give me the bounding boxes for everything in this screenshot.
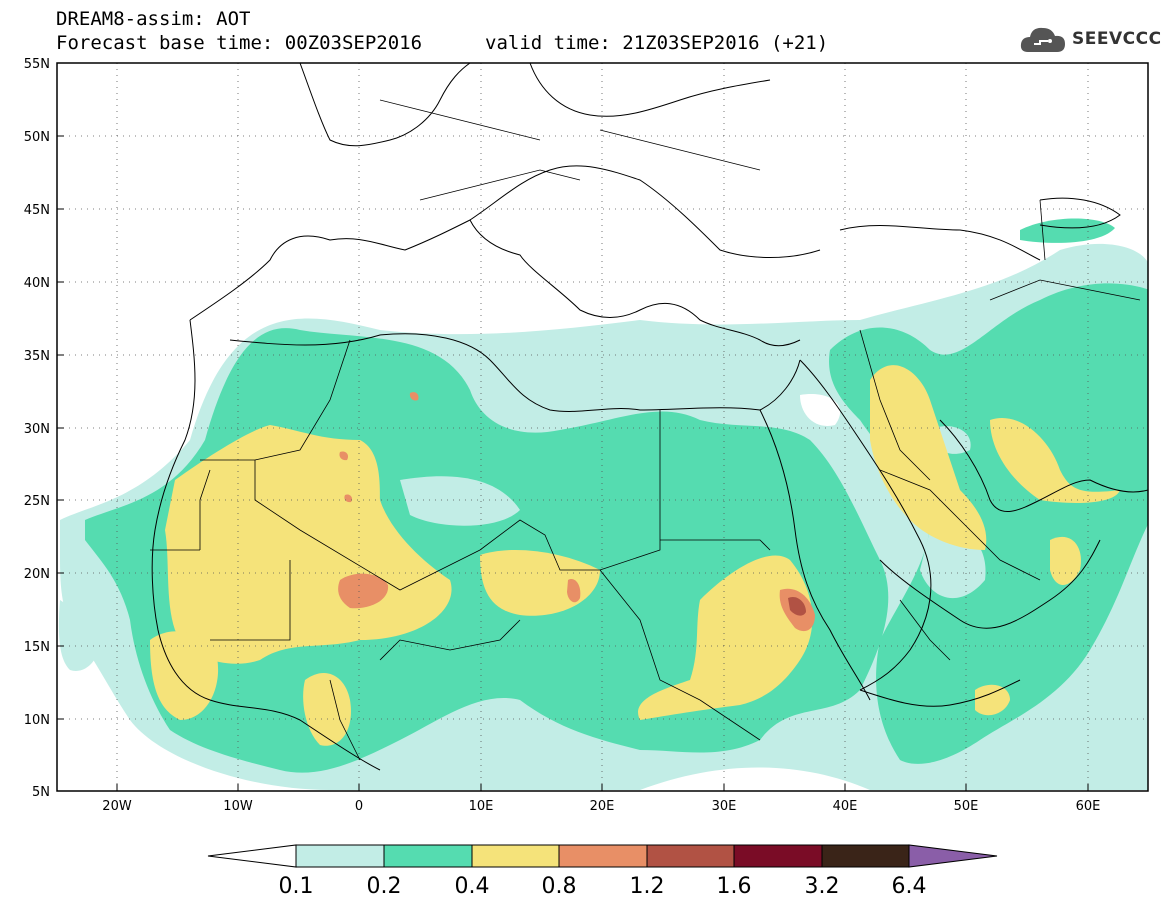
colorbar-swatch (733, 844, 823, 868)
colorbar-label: 0.8 (542, 874, 577, 899)
colorbar-swatch (383, 844, 473, 868)
lon-label: 10E (469, 799, 494, 814)
lat-label: 20N (24, 567, 50, 582)
lat-label: 40N (24, 276, 50, 291)
colorbar-label: 0.1 (279, 874, 314, 899)
lon-label: 30E (712, 799, 737, 814)
lat-label: 35N (24, 349, 50, 364)
seevccc-logo: SEEVCCC (1018, 22, 1162, 56)
colorbar-label: 0.2 (367, 874, 402, 899)
lon-label: 50E (954, 799, 979, 814)
cloud-icon (1020, 27, 1065, 52)
country-borders (150, 99, 1141, 761)
lon-label: 60E (1076, 799, 1101, 814)
lon-label: 0 (355, 799, 363, 814)
colorbar-swatch-low (207, 844, 297, 868)
valid-time: valid time: 21Z03SEP2016 (+21) (485, 32, 829, 54)
aot-band-0.4-westcoast (150, 631, 219, 720)
aot-band-0.2-caspian (1020, 218, 1115, 243)
longitude-labels: 20W 10W 0 10E 20E 30E 40E 50E 60E (102, 799, 1100, 814)
aot-band-0.4-sahara (165, 425, 452, 664)
lat-label: 55N (24, 57, 50, 72)
colorbar-label: 1.6 (717, 874, 752, 899)
axis-ticks (57, 135, 1089, 791)
aot-band-0.4-oman (1050, 536, 1081, 585)
lat-label: 45N (24, 203, 50, 218)
colorbar-label: 1.2 (630, 874, 665, 899)
aot-band-0.1-west (58, 600, 100, 671)
aot-band-0.4-gulf (990, 418, 1120, 503)
map-title: DREAM8-assim: AOT (56, 8, 251, 30)
lat-label: 25N (24, 494, 50, 509)
colorbar-swatch (558, 844, 648, 868)
graticule (57, 63, 1148, 791)
colorbar-label: 0.4 (455, 874, 490, 899)
latitude-labels: 55N 50N 45N 40N 35N 30N 25N 20N 15N 10N … (24, 57, 50, 800)
aot-band-0.8-niger (338, 573, 389, 609)
aot-band-0.4-somalia (975, 684, 1010, 716)
colorbar-swatch (646, 844, 735, 868)
lon-label: 10W (223, 799, 253, 814)
aot-fields (57, 63, 1148, 791)
aot-band-0.4-sudan (638, 555, 813, 720)
lat-label: 50N (24, 130, 50, 145)
colorbar-swatch (295, 844, 385, 868)
lat-label: 5N (32, 785, 50, 800)
aot-band-0.8-chad (567, 579, 581, 603)
forecast-base-time: Forecast base time: 00Z03SEP2016 (56, 32, 423, 54)
aot-band-1.2-sudan (788, 596, 806, 616)
lat-label: 30N (24, 422, 50, 437)
aot-band-0.4-iraq (870, 365, 987, 550)
logo-text: SEEVCCC (1072, 29, 1162, 49)
lat-label: 15N (24, 640, 50, 655)
colorbar-swatch (471, 844, 560, 868)
colorbar-swatch (821, 844, 910, 868)
colorbar-label: 6.4 (892, 874, 927, 899)
aot-band-0.4-volta (303, 672, 351, 746)
colorbar-swatch-high (908, 844, 998, 868)
lon-label: 20E (590, 799, 615, 814)
coastlines (151, 63, 1148, 771)
lon-label: 40E (833, 799, 858, 814)
colorbar-label: 3.2 (805, 874, 840, 899)
colorbar: 0.1 0.2 0.4 0.8 1.2 1.6 3.2 6.4 (207, 844, 998, 899)
lon-label: 20W (102, 799, 132, 814)
lat-label: 10N (24, 713, 50, 728)
